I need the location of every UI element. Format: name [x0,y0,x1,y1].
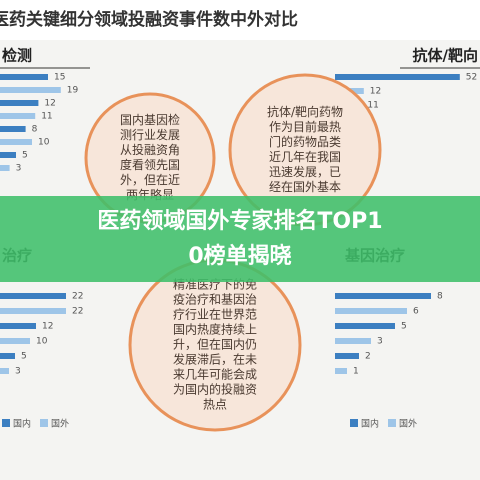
legend-label: 国外 [399,418,417,430]
header-bg [0,0,480,40]
bar-label: 3 [15,367,21,377]
bar [0,293,66,299]
bar-label: 12 [370,87,381,97]
bar-label: 11 [367,101,378,111]
legend-swatch [2,419,10,427]
bubble-line: 测行业发展 [120,127,180,142]
bar-label: 11 [41,112,52,122]
bar [0,126,26,132]
bar-label: 12 [42,322,53,332]
bubble-line: 疫治疗和基因治 [173,292,257,307]
bar-label: 2 [365,352,371,362]
bar [335,293,431,299]
legend-label: 国外 [51,418,69,430]
bar [335,353,359,359]
legend-swatch [388,419,396,427]
bubble-line: 为国内的投融资 [173,382,257,397]
bubble-line: 近几年在我国 [269,150,341,164]
bar-label: 5 [21,352,27,362]
bubble-line: 从投融资角 [120,142,180,157]
bubble-line: 来几年可能会成 [173,368,257,382]
banner-line: 医药领域国外专家排名TOP1 [97,208,382,234]
bar [0,74,48,80]
legend-label: 国内 [361,418,379,430]
banner-line: 0榜单揭晓 [188,243,291,269]
bar [335,74,460,80]
legend-swatch [350,419,358,427]
bar [335,368,347,374]
bubble-line: 热点 [203,398,227,412]
bar-label: 19 [67,86,79,96]
bar [0,113,36,119]
bar-label: 15 [54,73,65,83]
bar [0,100,39,106]
bar-label: 1 [353,367,359,377]
bar [0,87,61,93]
bar [0,353,15,359]
bubble-line: 国内基因检 [120,112,180,127]
bar-label: 52 [466,73,477,83]
bubble-line: 作为目前最热 [269,119,341,134]
legend-swatch [40,419,48,427]
bubble-line: 度看领先国 [120,157,180,172]
bubble-line: 升，但在国内仍 [173,338,257,352]
bar-label: 22 [72,292,83,302]
bar-label: 5 [22,151,28,161]
bar-label: 8 [437,292,443,302]
legend-label: 国内 [13,418,31,430]
bar-label: 5 [401,322,407,332]
panel-title: 抗体/靶向 [413,47,478,65]
bubble-line: 疗行业在世界范 [173,308,257,322]
bar [0,165,10,171]
bar [335,308,407,314]
bar-label: 3 [16,164,22,174]
bar [0,323,36,329]
bar-label: 6 [413,307,419,317]
bar-label: 12 [44,99,55,109]
bubble-line: 门的药物品类 [269,134,341,149]
banner [0,196,480,282]
bar [335,323,395,329]
bar [0,368,9,374]
bar-label: 22 [72,307,83,317]
bar [0,152,16,158]
bar [0,139,32,145]
bubble-line: 发展滞后，在未 [173,352,257,367]
bar-label: 8 [32,125,38,135]
bubble-line: 迅速发展，已 [269,164,341,179]
bar [335,338,371,344]
bubble-line: 国内热度持续上 [173,322,257,337]
bar-label: 10 [36,337,48,347]
panel-title: 检测 [2,47,32,65]
bar [0,308,66,314]
bar-label: 10 [38,138,50,148]
bar [0,338,30,344]
bubble-line: 经在国外基本 [269,180,341,194]
bar-label: 3 [377,337,383,347]
bubble-line: 抗体/靶向药物 [267,104,343,119]
title: 医药关键细分领域投融资事件数中外对比 [0,9,298,30]
bubble-line: 外，但在近 [120,173,180,187]
